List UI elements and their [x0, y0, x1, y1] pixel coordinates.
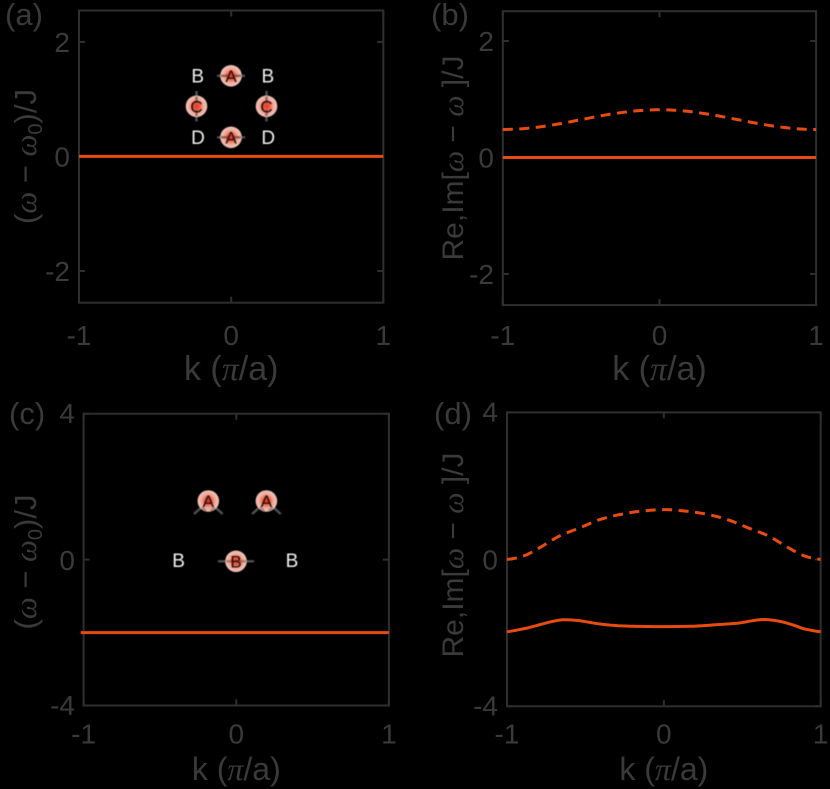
svg-text:k (π/a): k (π/a): [612, 350, 707, 388]
svg-text:Re,Im[ω − ω ]/J: Re,Im[ω − ω ]/J: [437, 56, 470, 261]
svg-text:0: 0: [482, 545, 498, 576]
svg-text:(b): (b): [431, 0, 469, 32]
svg-text:0: 0: [229, 719, 245, 750]
svg-text:C: C: [260, 98, 272, 117]
svg-text:(a): (a): [5, 0, 43, 32]
svg-text:-2: -2: [45, 256, 70, 287]
svg-text:1: 1: [381, 719, 397, 750]
svg-text:2: 2: [54, 27, 70, 58]
svg-text:(ω − ω0)/J: (ω − ω0)/J: [8, 89, 47, 224]
svg-text:D: D: [261, 128, 275, 149]
svg-text:C: C: [190, 98, 202, 117]
svg-text:(c): (c): [9, 396, 45, 431]
svg-text:2: 2: [478, 26, 494, 57]
svg-text:0: 0: [652, 320, 668, 351]
svg-text:1: 1: [813, 719, 829, 750]
svg-text:1: 1: [376, 320, 392, 351]
svg-text:Re,Im[ω − ω ]/J: Re,Im[ω − ω ]/J: [437, 453, 470, 658]
svg-text:-1: -1: [67, 320, 92, 351]
svg-text:-1: -1: [490, 320, 515, 351]
svg-text:B: B: [286, 551, 299, 572]
svg-text:0: 0: [223, 320, 239, 351]
svg-text:D: D: [191, 128, 205, 149]
svg-text:(d): (d): [434, 396, 472, 431]
svg-text:-2: -2: [469, 259, 494, 290]
svg-text:B: B: [191, 67, 204, 88]
svg-text:A: A: [261, 492, 273, 511]
svg-text:-1: -1: [71, 719, 96, 750]
svg-text:A: A: [203, 492, 215, 511]
svg-text:A: A: [225, 129, 237, 148]
svg-text:A: A: [225, 67, 237, 86]
svg-text:k (π/a): k (π/a): [184, 350, 279, 388]
svg-text:k (π/a): k (π/a): [192, 751, 281, 787]
svg-text:0: 0: [656, 719, 672, 750]
svg-text:k (π/a): k (π/a): [619, 751, 708, 787]
svg-text:B: B: [172, 551, 185, 572]
svg-text:-4: -4: [473, 691, 498, 722]
svg-text:1: 1: [808, 320, 824, 351]
svg-text:-1: -1: [495, 719, 520, 750]
svg-text:4: 4: [482, 397, 498, 428]
svg-text:B: B: [262, 67, 275, 88]
svg-text:0: 0: [59, 545, 75, 576]
svg-text:(ω − ω0)/J: (ω − ω0)/J: [8, 494, 47, 629]
svg-text:0: 0: [478, 143, 494, 174]
svg-text:-4: -4: [50, 690, 75, 721]
svg-text:0: 0: [54, 142, 70, 173]
svg-text:B: B: [230, 553, 241, 572]
svg-text:4: 4: [59, 398, 75, 429]
